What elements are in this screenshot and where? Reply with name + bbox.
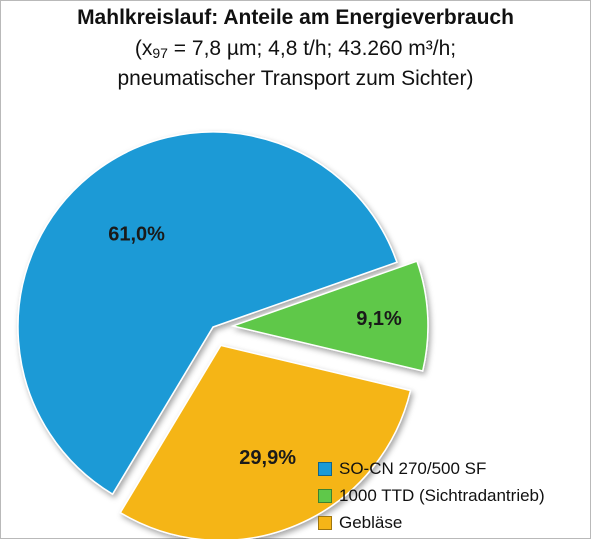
data-label-3: 29,9% bbox=[239, 447, 296, 469]
pie-slice-2 bbox=[230, 260, 429, 372]
legend-label: Gebläse bbox=[339, 512, 403, 532]
legend-item-2: 1000 TTD (Sichtradantrieb) bbox=[318, 482, 545, 509]
pie-slice-3 bbox=[119, 344, 412, 539]
chart-title: Mahlkreislauf: Anteile am Energieverbrau… bbox=[77, 6, 514, 29]
chart-legend: SO-CN 270/500 SF 1000 TTD (Sichtradantrie… bbox=[318, 455, 545, 536]
subtitle-subscript: 97 bbox=[152, 45, 168, 61]
data-label-2: 9,1% bbox=[356, 308, 402, 330]
chart-subtitle-line2: pneumatischer Transport zum Sichter) bbox=[117, 67, 474, 90]
subtitle-prefix: (x bbox=[134, 37, 153, 60]
legend-swatch bbox=[318, 461, 332, 476]
legend-swatch bbox=[318, 515, 332, 530]
legend-item-3: Gebläse bbox=[318, 509, 545, 536]
data-label-1: 61,0% bbox=[108, 223, 165, 245]
legend-label: 1000 TTD (Sichtradantrieb) bbox=[339, 485, 545, 505]
legend-item-1: SO-CN 270/500 SF bbox=[318, 455, 545, 482]
subtitle-suffix: = 7,8 µm; 4,8 t/h; 43.260 m³/h; bbox=[167, 37, 457, 60]
chart-subtitle-line1: (x97 = 7,8 µm; 4,8 t/h; 43.260 m³/h; bbox=[0, 37, 591, 61]
legend-label: SO-CN 270/500 SF bbox=[339, 458, 487, 478]
pie-slice-1 bbox=[17, 131, 398, 496]
legend-swatch bbox=[318, 488, 332, 503]
